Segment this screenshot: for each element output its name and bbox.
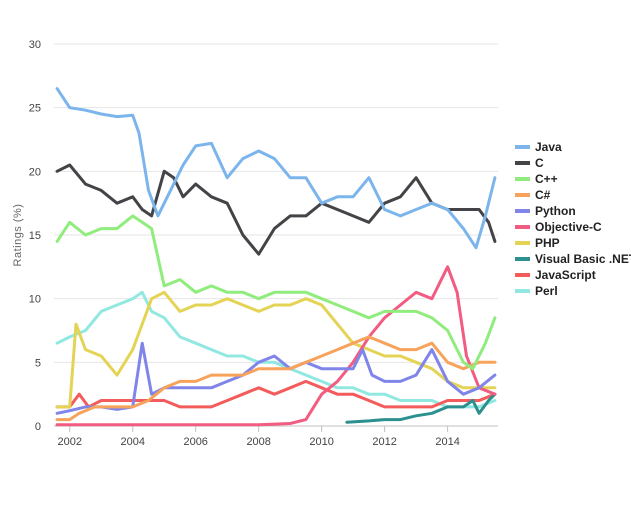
legend-item[interactable]: C: [515, 156, 544, 170]
legend-label: Visual Basic .NET: [535, 252, 631, 266]
series-line-php: [55, 290, 497, 409]
series-line-c: [55, 163, 497, 256]
y-axis-ticks: 0 5 10 15 20 25 30: [29, 39, 41, 433]
legend[interactable]: Java C C++ C# Python Objective-C PHP Visual Bas…: [515, 140, 631, 298]
x-tick-label: 2008: [246, 436, 270, 448]
series-line-c: [55, 335, 497, 422]
legend-label: Objective-C: [535, 220, 602, 234]
series-line-javascript: [55, 379, 497, 409]
series-line-perl: [55, 290, 497, 409]
y-tick-label: 30: [29, 39, 41, 51]
x-tick-label: 2012: [372, 436, 396, 448]
x-tick-label: 2014: [435, 436, 459, 448]
y-tick-label: 10: [29, 294, 41, 306]
y-tick-label: 0: [35, 421, 41, 433]
series-line-java: [55, 87, 497, 250]
x-axis-ticks: 2002 2004 2006 2008 2010 2012 2014: [58, 426, 460, 448]
legend-label: Python: [535, 204, 576, 218]
legend-label: C#: [535, 188, 551, 202]
legend-item[interactable]: Visual Basic .NET: [515, 252, 631, 266]
legend-item[interactable]: C#: [515, 188, 551, 202]
x-tick-label: 2004: [120, 436, 144, 448]
series-line-objective-c: [55, 265, 497, 427]
y-axis-label: Ratings (%): [12, 204, 24, 267]
y-tick-label: 20: [29, 166, 41, 178]
legend-item[interactable]: Perl: [515, 284, 558, 298]
legend-label: Java: [535, 140, 562, 154]
legend-label: Perl: [535, 284, 558, 298]
series-line-c: [55, 214, 497, 371]
legend-item[interactable]: JavaScript: [515, 268, 596, 282]
legend-item[interactable]: C++: [515, 172, 558, 186]
y-tick-label: 5: [35, 357, 41, 369]
legend-label: JavaScript: [535, 268, 596, 282]
x-tick-label: 2002: [58, 436, 82, 448]
legend-item[interactable]: Python: [515, 204, 576, 218]
y-tick-label: 15: [29, 230, 41, 242]
grid: [54, 43, 498, 427]
series-line-visual-basic-net: [345, 392, 497, 424]
legend-item[interactable]: Objective-C: [515, 220, 602, 234]
legend-label: C++: [535, 172, 558, 186]
series-lines: [55, 87, 497, 427]
legend-label: PHP: [535, 236, 560, 250]
legend-label: C: [535, 156, 544, 170]
legend-item[interactable]: PHP: [515, 236, 560, 250]
legend-item[interactable]: Java: [515, 140, 562, 154]
series-line-python: [55, 341, 497, 415]
y-tick-label: 25: [29, 103, 41, 115]
x-tick-label: 2006: [183, 436, 207, 448]
x-tick-label: 2010: [309, 436, 333, 448]
